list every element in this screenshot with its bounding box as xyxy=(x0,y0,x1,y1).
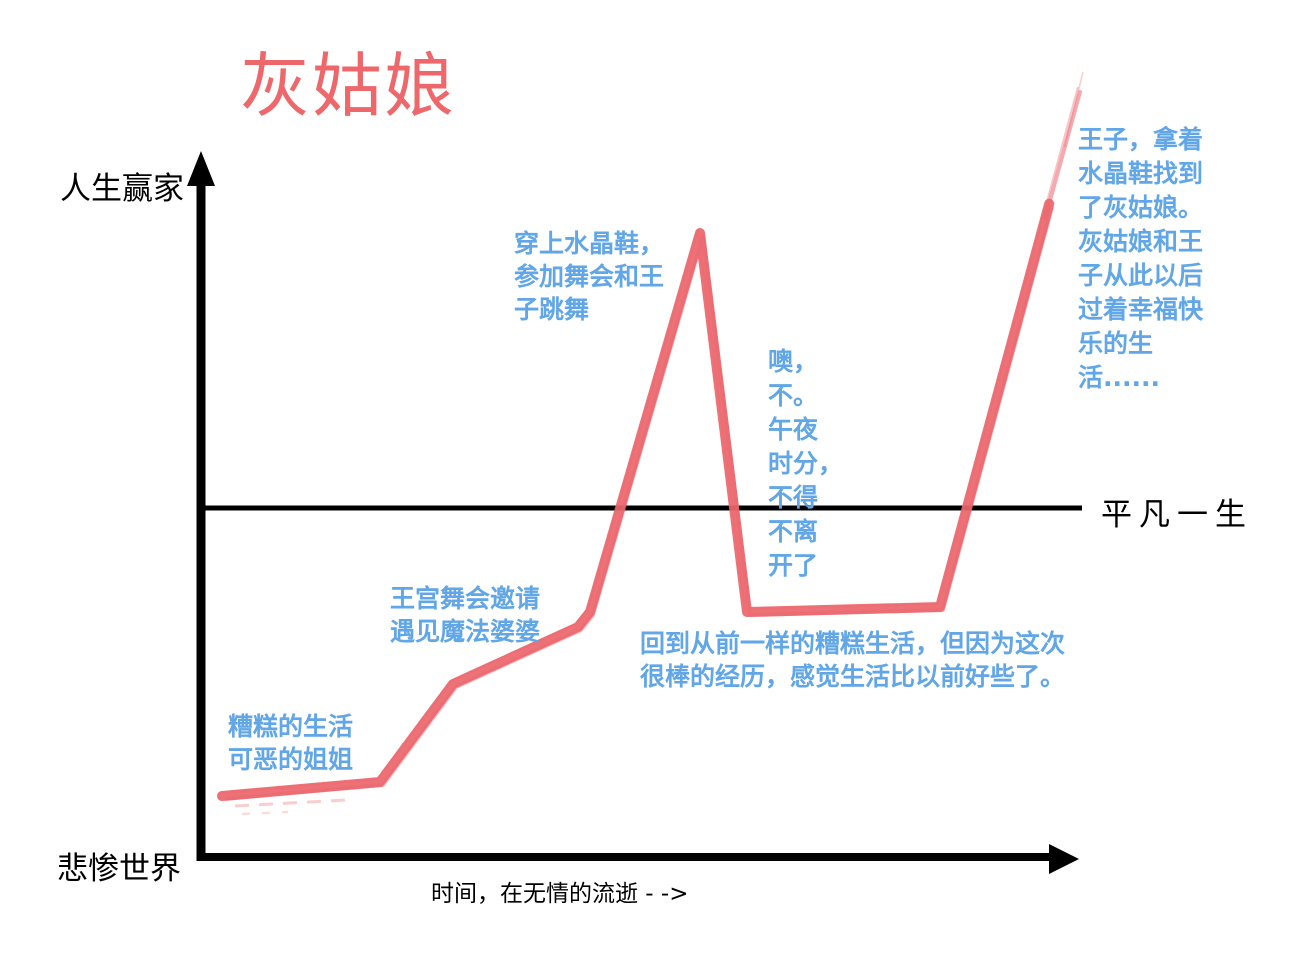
chart-title: 灰姑娘 xyxy=(240,45,456,127)
annotation-bad-life: 糟糕的生活 可恶的姐姐 xyxy=(228,712,354,774)
annotation-crystal-slipper-ball: 穿上水晶鞋， 参加舞会和王 子跳舞 xyxy=(514,229,665,324)
midline-label: 平凡一生 xyxy=(1101,497,1253,533)
y-axis-top-label: 人生赢家 xyxy=(60,171,184,207)
x-axis-label: 时间，在无情的流逝 - -> xyxy=(431,881,689,907)
annotation-happy-ending: 王子，拿着 水晶鞋找到 了灰姑娘。 灰姑娘和王 子从此以后 过着幸福快 乐的生 … xyxy=(1078,125,1204,392)
annotation-midnight-leave: 噢， 不。 午夜 时分， 不得 不离 开了 xyxy=(768,347,844,580)
y-axis-bottom-label: 悲惨世界 xyxy=(57,851,181,887)
annotation-back-to-bad-life: 回到从前一样的糟糕生活，但因为这次 很棒的经历，感觉生活比以前好些了。 xyxy=(640,629,1066,691)
annotation-ball-invitation: 王宫舞会邀请 遇见魔法婆婆 xyxy=(390,584,541,646)
